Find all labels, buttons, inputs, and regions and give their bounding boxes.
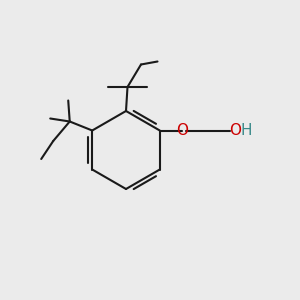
Text: O: O xyxy=(176,123,188,138)
Text: O: O xyxy=(229,123,241,138)
Text: H: H xyxy=(240,123,252,138)
